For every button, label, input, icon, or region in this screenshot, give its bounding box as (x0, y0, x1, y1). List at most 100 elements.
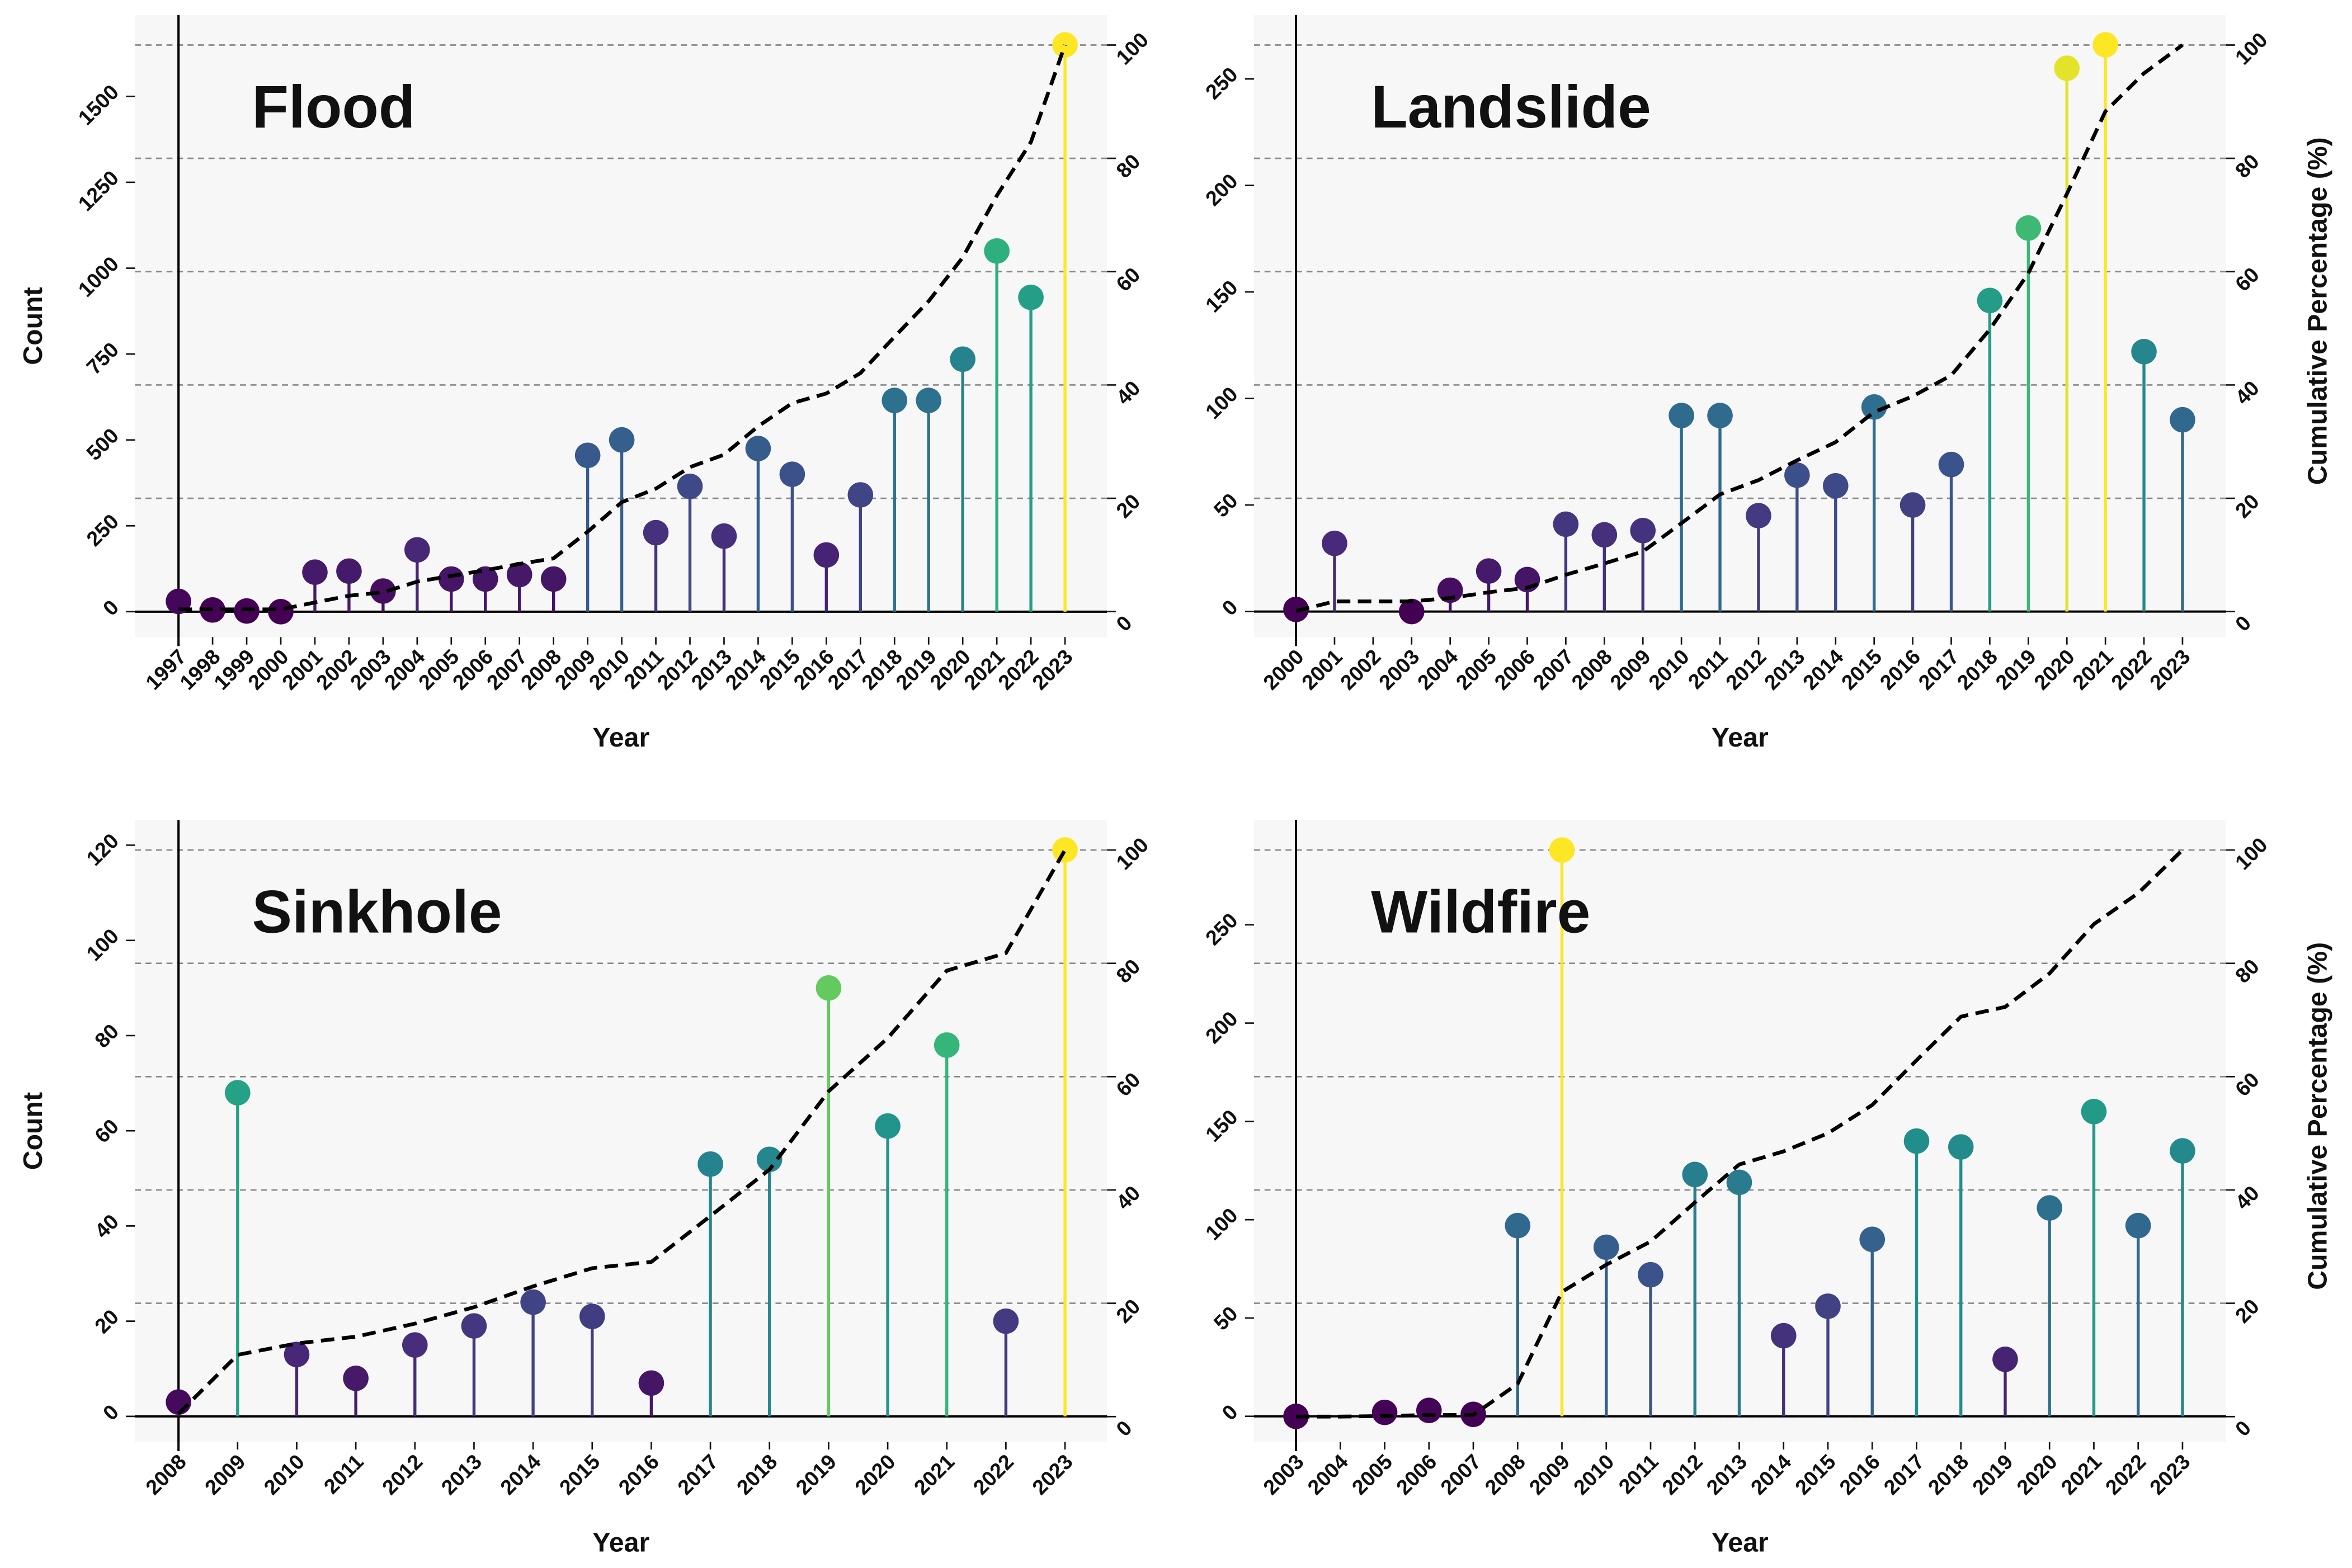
x-tick-label: 2016 (614, 1449, 663, 1499)
lollipop-head (779, 461, 805, 487)
lollipop-head (643, 519, 669, 546)
lollipop-head (574, 442, 601, 469)
x-tick-label: 2013 (436, 1449, 486, 1499)
x-tick-label: 2013 (1760, 645, 1809, 695)
x-tick-label: 2017 (1879, 1449, 1929, 1499)
subplot-title: Wildfire (1371, 878, 1590, 945)
x-tick-label: 2023 (2145, 645, 2195, 695)
x-tick-label: 2014 (1746, 1449, 1796, 1499)
lollipop-head (1668, 403, 1694, 428)
lollipop-head (993, 1308, 1019, 1334)
lollipop-head (2125, 1212, 2151, 1239)
x-tick-label: 2006 (1392, 1449, 1441, 1499)
lollipop-head (1322, 530, 1347, 556)
x-tick-label: 2018 (1924, 1449, 1973, 1499)
lollipop-head (2015, 215, 2042, 241)
x-tick-label: 2021 (2068, 645, 2118, 695)
x-tick-label: 2012 (1721, 645, 1771, 695)
cumulative-line (177, 849, 1067, 1415)
lollipop-head (336, 558, 362, 584)
lollipop-head (1938, 451, 1964, 478)
y2-axis-label: Cumulative Percentage (%) (2302, 137, 2332, 485)
lollipop-head (1992, 1347, 2018, 1372)
y2-axis-label: Cumulative Percentage (%) (2302, 942, 2332, 1290)
lollipop-head (343, 1365, 369, 1391)
x-tick-label: 2022 (2101, 1449, 2151, 1499)
lollipop-head (461, 1313, 487, 1339)
y2-tick-label: 0 (1111, 1416, 1136, 1441)
y-axis-label: Count (18, 1092, 48, 1170)
lollipop-head (1784, 462, 1810, 488)
lollipop-head (268, 599, 294, 625)
y-tick-label: 60 (90, 1114, 123, 1147)
lollipop-head (745, 436, 771, 461)
x-tick-label: 2010 (1644, 645, 1694, 695)
lollipop-head (916, 388, 942, 413)
x-tick-label: 2016 (1835, 1449, 1884, 1499)
y2-tick-label: 0 (2231, 611, 2255, 635)
x-tick-label: 2011 (1614, 1449, 1662, 1498)
x-tick-label: 2005 (1451, 645, 1501, 695)
y2-tick-label: 80 (1111, 955, 1144, 988)
cumulative-line (1296, 848, 2184, 1419)
lollipop-head (1746, 503, 1771, 528)
x-tick-label: 2021 (909, 1449, 959, 1499)
lollipop-head (302, 559, 328, 585)
lollipop-head (1815, 1293, 1841, 1319)
y-tick-label: 250 (82, 509, 123, 551)
x-tick-label: 2000 (1259, 645, 1308, 695)
x-axis-label: Year (592, 722, 649, 753)
y2-tick-label: 40 (2231, 1181, 2264, 1214)
lollipop-head (2170, 1138, 2195, 1164)
y-tick-label: 150 (1201, 1105, 1242, 1146)
lollipop-head (1476, 558, 1502, 584)
lollipop-head (984, 238, 1010, 264)
lollipop-head (224, 1080, 251, 1106)
lollipop-head (2081, 1098, 2107, 1125)
lollipop-head (1903, 1128, 1930, 1154)
x-tick-label: 2009 (1605, 645, 1655, 695)
y-tick-label: 100 (1201, 382, 1242, 423)
y2-tick-label: 80 (2231, 955, 2264, 988)
x-tick-label: 2004 (1413, 645, 1463, 695)
lollipop-head (2092, 32, 2118, 58)
subplot: 0204060801000501001502002502000200120022… (1201, 15, 2332, 753)
x-tick-label: 2012 (378, 1449, 427, 1499)
x-tick-label: 2013 (1702, 1449, 1752, 1499)
y-tick-label: 250 (1201, 63, 1242, 104)
y-tick-label: 250 (1201, 908, 1242, 950)
lollipop-head (813, 542, 840, 568)
y2-tick-label: 0 (2231, 1416, 2255, 1441)
y-tick-label: 50 (1209, 489, 1242, 522)
lollipop-head (1630, 518, 1656, 544)
x-tick-label: 2019 (791, 1449, 841, 1499)
x-tick-label: 2004 (1303, 1449, 1352, 1499)
x-tick-label: 2015 (1790, 1449, 1840, 1499)
lollipop-head (1859, 1226, 1886, 1253)
x-tick-label: 2020 (2012, 1449, 2062, 1499)
lollipop-head (1591, 522, 1618, 548)
lollipop-head (1638, 1262, 1663, 1288)
lollipop-head (882, 388, 908, 413)
x-tick-label: 2019 (1968, 1449, 2018, 1499)
lollipop-head (506, 561, 532, 588)
lollipop-head (1553, 511, 1579, 537)
y2-tick-label: 60 (2231, 1068, 2264, 1101)
lollipop-head (756, 1146, 783, 1173)
x-tick-label: 2003 (1259, 1449, 1308, 1499)
y2-tick-label: 100 (2231, 833, 2272, 874)
lollipop-head (520, 1289, 546, 1315)
lollipop-head (402, 1332, 428, 1358)
subplot: 0204060801000250500750100012501500199719… (18, 15, 1153, 753)
y2-tick-label: 100 (1111, 28, 1153, 69)
x-tick-label: 2007 (1528, 645, 1578, 695)
lollipop-head (1948, 1134, 1974, 1160)
subplot-title: Landslide (1371, 73, 1651, 140)
y2-tick-label: 60 (1111, 263, 1144, 296)
y2-tick-label: 80 (2231, 149, 2264, 182)
x-tick-label: 2017 (1914, 645, 1964, 695)
y-tick-label: 500 (82, 423, 123, 465)
x-tick-label: 2001 (1297, 645, 1347, 695)
